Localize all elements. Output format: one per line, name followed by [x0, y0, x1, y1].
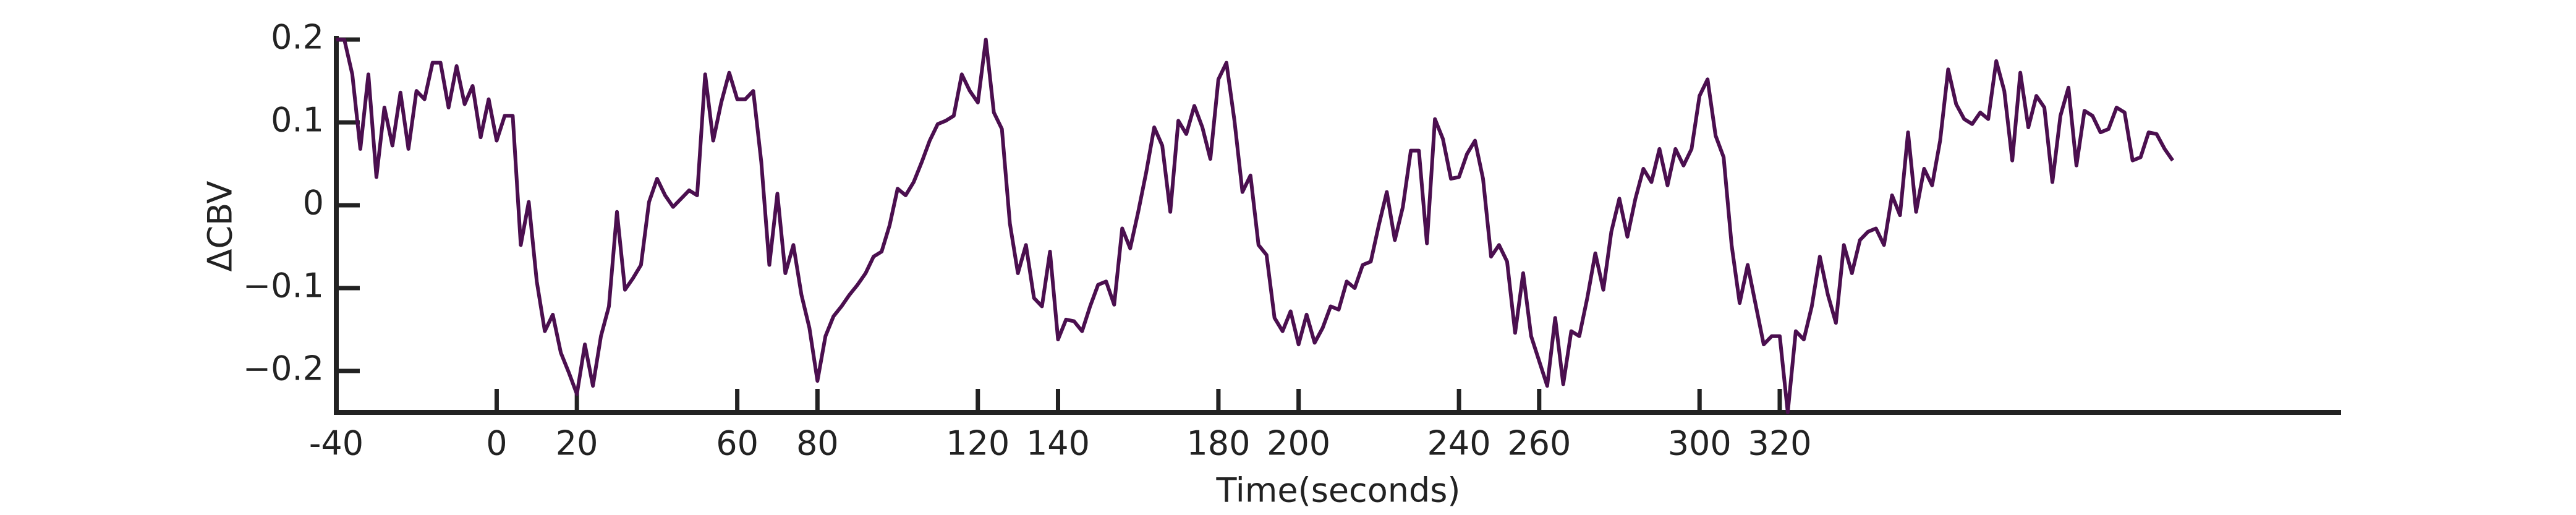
x-tick-label: 200	[1267, 424, 1330, 463]
x-tick-label: 80	[796, 424, 839, 463]
y-tick-label: −0.1	[243, 266, 324, 305]
x-tick-label: 260	[1507, 424, 1571, 463]
y-tick-label: 0.1	[271, 101, 324, 140]
x-axis-label: Time(seconds)	[1215, 471, 1460, 510]
x-tick-label: 240	[1427, 424, 1491, 463]
x-tick-label: 300	[1668, 424, 1732, 463]
y-axis-label: ΔCBV	[201, 181, 240, 271]
data-line	[336, 38, 2175, 414]
x-tick-label: 320	[1748, 424, 1811, 463]
y-tick-label: 0	[303, 184, 324, 223]
x-tick-label: 140	[1026, 424, 1090, 463]
x-tick-label: -40	[309, 424, 363, 463]
y-tick-label: −0.2	[243, 349, 324, 388]
x-tick-label: 60	[716, 424, 759, 463]
x-tick-label: 180	[1186, 424, 1250, 463]
x-tick-label: 20	[556, 424, 598, 463]
axes	[334, 36, 2341, 415]
y-tick-label: 0.2	[271, 18, 324, 57]
x-tick-label: 120	[946, 424, 1010, 463]
x-tick-label: 0	[486, 424, 507, 463]
